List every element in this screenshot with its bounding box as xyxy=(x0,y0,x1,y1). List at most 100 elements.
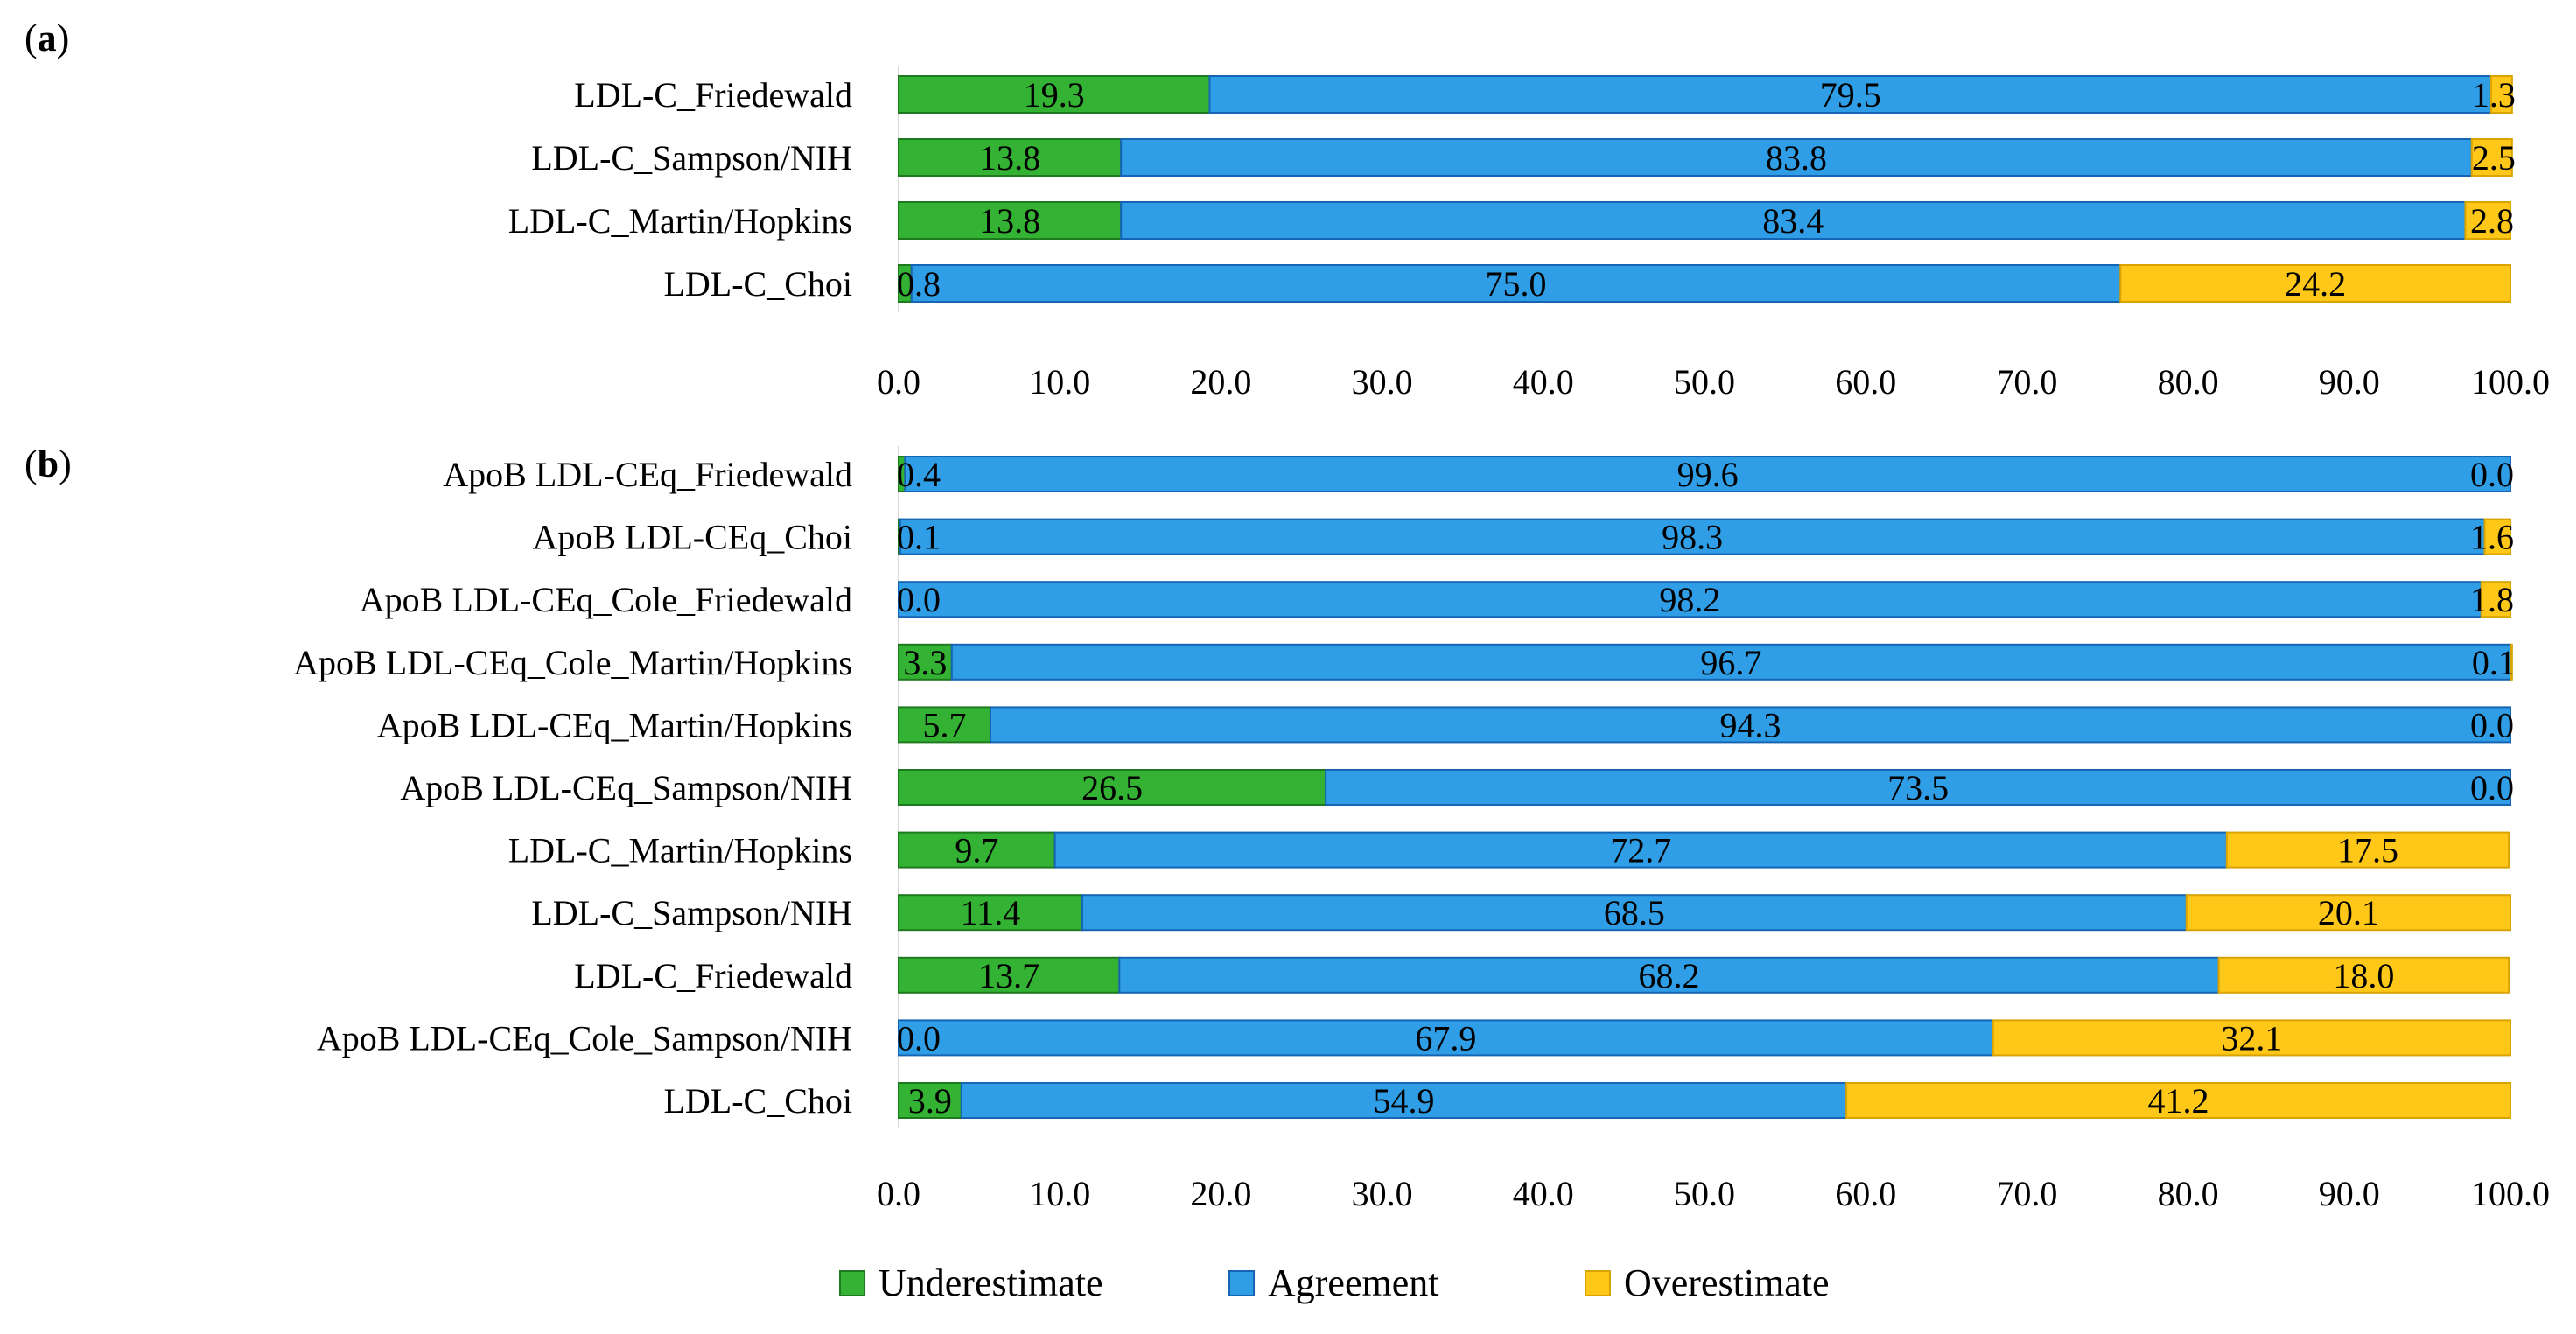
category-label: LDL-C_Martin/Hopkins xyxy=(508,831,852,870)
category-label: LDL-C_Friedewald xyxy=(574,956,852,995)
legend-swatch-overestimate xyxy=(1585,1270,1611,1296)
data-label-underestimate: 13.7 xyxy=(978,956,1040,995)
data-label-overestimate: 41.2 xyxy=(2148,1081,2209,1121)
category-label: ApoB LDL-CEq_Cole_Friedewald xyxy=(360,580,852,619)
x-tick-label: 20.0 xyxy=(1190,362,1251,402)
data-label-agreement: 75.0 xyxy=(1485,264,1546,304)
bar-underestimate xyxy=(898,706,991,744)
bar-overestimate xyxy=(1992,1019,2511,1057)
x-tick-label: 0.0 xyxy=(877,1174,920,1213)
bar-overestimate xyxy=(2217,956,2510,994)
bar-agreement xyxy=(1208,75,2492,114)
legend-swatch-agreement xyxy=(1228,1270,1255,1296)
x-tick-label: 10.0 xyxy=(1029,362,1090,402)
panel-label-close: ) xyxy=(57,17,70,59)
data-label-agreement: 99.6 xyxy=(1677,455,1739,494)
data-label-overestimate: 0.0 xyxy=(2470,455,2514,494)
x-tick-label: 50.0 xyxy=(1674,362,1735,402)
category-label: ApoB LDL-CEq_Martin/Hopkins xyxy=(377,705,852,744)
bar-agreement xyxy=(898,1019,1994,1057)
x-tick-label: 100.0 xyxy=(2471,362,2550,402)
data-label-underestimate: 0.8 xyxy=(897,264,941,304)
legend-label-underestimate: Underestimate xyxy=(878,1261,1103,1304)
data-label-underestimate: 0.0 xyxy=(897,1018,941,1058)
bar-underestimate xyxy=(898,769,1327,806)
data-label-underestimate: 0.1 xyxy=(897,518,941,557)
bar-overestimate xyxy=(2510,643,2513,681)
x-tick-label: 60.0 xyxy=(1835,1174,1896,1213)
data-label-overestimate: 0.0 xyxy=(2470,768,2514,807)
data-label-agreement: 94.3 xyxy=(1719,705,1781,744)
bar-overestimate xyxy=(2483,518,2512,555)
data-label-overestimate: 2.8 xyxy=(2470,201,2514,241)
x-tick-label: 100.0 xyxy=(2471,1174,2550,1213)
bar-underestimate xyxy=(898,894,1083,932)
x-tick-label: 0.0 xyxy=(877,362,920,402)
legend-swatch-underestimate xyxy=(839,1270,865,1296)
data-label-overestimate: 17.5 xyxy=(2337,831,2398,870)
bar-overestimate xyxy=(2489,75,2513,114)
data-label-agreement: 79.5 xyxy=(1820,75,1881,115)
bar-underestimate xyxy=(898,1082,962,1119)
data-label-agreement: 54.9 xyxy=(1373,1081,1434,1121)
data-label-overestimate: 1.8 xyxy=(2470,580,2514,619)
data-label-agreement: 83.8 xyxy=(1766,138,1827,178)
data-label-overestimate: 24.2 xyxy=(2285,264,2346,304)
panel-label: (a) xyxy=(24,17,69,59)
bar-overestimate xyxy=(2480,581,2511,618)
category-label: LDL-C_Choi xyxy=(663,264,852,304)
bar-overestimate xyxy=(2464,201,2512,240)
category-label: ApoB LDL-CEq_Choi xyxy=(532,518,852,557)
data-label-underestimate: 19.3 xyxy=(1024,75,1085,115)
x-tick-label: 20.0 xyxy=(1190,1174,1251,1213)
category-label: LDL-C_Choi xyxy=(663,1081,852,1121)
bar-underestimate xyxy=(898,138,1123,177)
data-label-underestimate: 3.9 xyxy=(908,1081,952,1121)
bar-agreement xyxy=(904,456,2511,492)
panel-label-close: ) xyxy=(59,443,72,485)
bar-overestimate xyxy=(2185,894,2512,932)
data-label-overestimate: 1.3 xyxy=(2472,75,2516,115)
category-label: LDL-C_Martin/Hopkins xyxy=(508,201,852,241)
category-label: ApoB LDL-CEq_Sampson/NIH xyxy=(400,768,852,807)
x-tick-label: 40.0 xyxy=(1513,1174,1574,1213)
data-label-overestimate: 0.1 xyxy=(2472,643,2516,682)
x-tick-label: 90.0 xyxy=(2319,1174,2380,1213)
bar-underestimate xyxy=(898,831,1056,869)
data-label-underestimate: 9.7 xyxy=(955,831,998,870)
panel-label-letter: b xyxy=(38,443,59,485)
x-tick-label: 30.0 xyxy=(1352,362,1413,402)
data-label-underestimate: 11.4 xyxy=(961,893,1021,932)
bar-agreement xyxy=(1120,138,2473,177)
category-label: LDL-C_Sampson/NIH xyxy=(531,138,852,178)
panel-label-open: ( xyxy=(24,443,38,485)
data-label-agreement: 98.2 xyxy=(1659,580,1720,619)
legend-label-agreement: Agreement xyxy=(1268,1261,1438,1304)
panel-label-letter: a xyxy=(38,17,57,59)
data-label-underestimate: 26.5 xyxy=(1082,768,1143,807)
bar-agreement xyxy=(899,518,2486,555)
data-label-underestimate: 0.0 xyxy=(897,580,941,619)
data-label-agreement: 83.4 xyxy=(1762,201,1824,241)
bar-agreement xyxy=(989,706,2511,744)
data-label-overestimate: 0.0 xyxy=(2470,705,2514,744)
data-label-agreement: 68.5 xyxy=(1604,893,1665,932)
x-tick-label: 50.0 xyxy=(1674,1174,1735,1213)
x-tick-label: 80.0 xyxy=(2158,362,2219,402)
bar-underestimate xyxy=(898,201,1123,240)
category-label: ApoB LDL-CEq_Cole_Sampson/NIH xyxy=(317,1018,852,1058)
data-label-agreement: 96.7 xyxy=(1700,643,1761,682)
data-label-agreement: 98.3 xyxy=(1662,518,1723,557)
x-tick-label: 70.0 xyxy=(1996,362,2057,402)
bar-overestimate xyxy=(2470,138,2513,177)
legend: Underestimate Agreement Overestimate xyxy=(839,1261,1830,1304)
data-label-underestimate: 5.7 xyxy=(922,705,966,744)
data-label-agreement: 67.9 xyxy=(1415,1018,1476,1058)
category-label: LDL-C_Friedewald xyxy=(574,75,852,115)
bar-overestimate xyxy=(2119,264,2512,303)
bar-underestimate xyxy=(898,956,1121,994)
legend-label-overestimate: Overestimate xyxy=(1624,1261,1830,1304)
bar-overestimate xyxy=(1845,1082,2511,1119)
x-tick-label: 30.0 xyxy=(1352,1174,1413,1213)
